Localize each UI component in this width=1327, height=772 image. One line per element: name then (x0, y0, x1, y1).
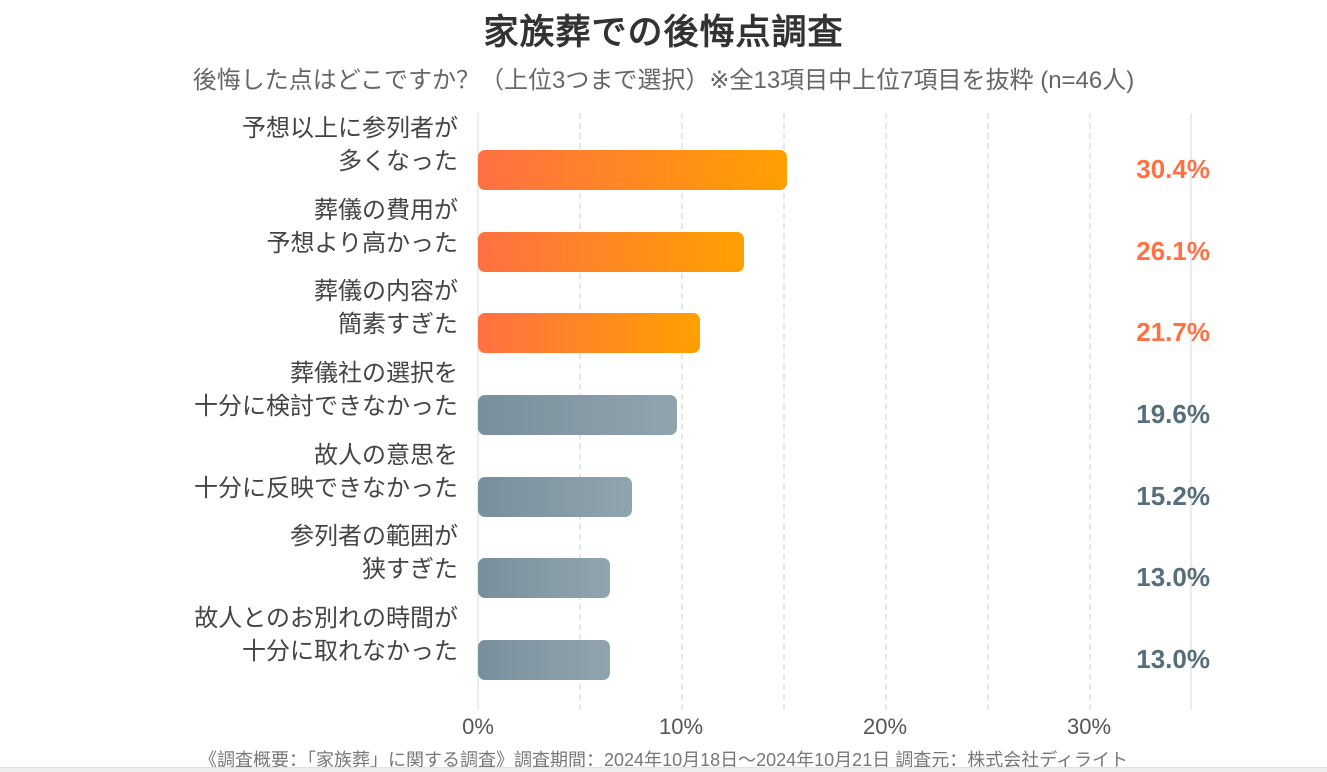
x-tick-label: 20% (862, 714, 908, 739)
x-tick-label: 10% (658, 714, 704, 739)
bar-row: 予想以上に参列者が 多くなった 30.4% (0, 112, 1327, 194)
bar (478, 477, 632, 517)
value-label: 13.0% (1136, 644, 1210, 674)
value-label: 15.2% (1136, 481, 1210, 511)
value-label: 30.4% (1136, 154, 1210, 184)
bar-row: 故人とのお別れの時間が 十分に取れなかった 13.0% (0, 602, 1327, 684)
gridline-10 (681, 113, 683, 710)
bar (478, 150, 787, 190)
x-tick-label: 0% (462, 714, 494, 739)
bar-row: 葬儀の内容が 簡素すぎた 21.7% (0, 275, 1327, 357)
bottom-edge (0, 767, 1327, 772)
chart-title: 家族葬での後悔点調査 (483, 13, 844, 52)
value-label: 13.0% (1136, 562, 1210, 592)
category-label: 葬儀社の選択を 十分に検討できなかった (194, 360, 458, 420)
category-label: 葬儀の内容が 簡素すぎた (314, 278, 458, 338)
bar-row: 葬儀社の選択を 十分に検討できなかった 19.6% (0, 357, 1327, 439)
value-label: 21.7% (1136, 317, 1210, 347)
bar (478, 395, 677, 435)
gridline-20 (885, 113, 887, 710)
category-label: 故人とのお別れの時間が 十分に取れなかった (194, 605, 458, 665)
category-label: 葬儀の費用が 予想より高かった (266, 197, 458, 257)
bar (478, 558, 610, 598)
survey-footnote: 《調査概要：「家族葬」に関する調査》調査期間：2024年10月18日～2024年… (199, 750, 1128, 770)
category-label: 参列者の範囲が 狭すぎた (290, 523, 458, 583)
gridline-35 (1190, 113, 1192, 710)
category-label: 予想以上に参列者が 多くなった (242, 115, 458, 175)
gridline-25 (987, 113, 989, 710)
x-tick-label: 30% (1066, 714, 1112, 739)
value-label: 26.1% (1136, 236, 1210, 266)
gridline-30 (1089, 113, 1091, 710)
chart-subtitle: 後悔した点はどこですか？（上位3つまで選択）※全13項目中上位7項目を抜粋 (n… (192, 67, 1135, 94)
gridline-15 (783, 113, 785, 710)
bar-row: 故人の意思を 十分に反映できなかった 15.2% (0, 439, 1327, 521)
bar-row: 葬儀の費用が 予想より高かった 26.1% (0, 194, 1327, 276)
category-label: 故人の意思を 十分に反映できなかった (194, 442, 458, 502)
bar-row: 参列者の範囲が 狭すぎた 13.0% (0, 520, 1327, 602)
bar (478, 640, 610, 680)
bar (478, 313, 700, 353)
bar (478, 232, 744, 272)
value-label: 19.6% (1136, 399, 1210, 429)
